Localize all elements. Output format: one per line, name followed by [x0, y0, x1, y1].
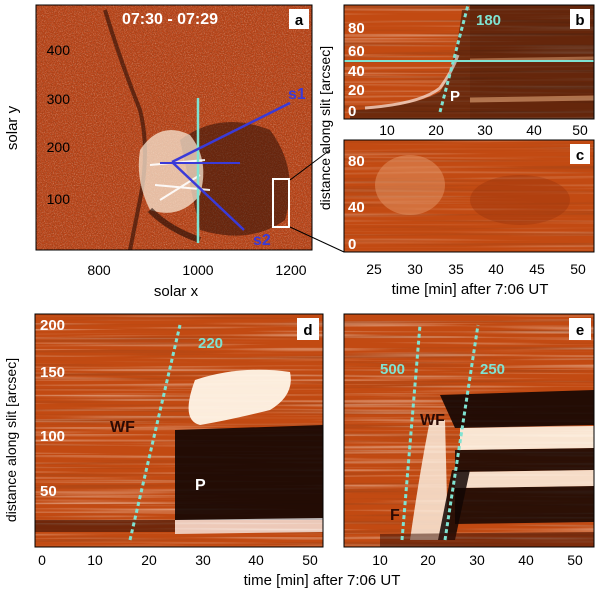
panel-d-ytick: 100: [40, 428, 65, 445]
slit-s1-line: [171, 101, 291, 164]
panel-c-ytick: 80: [348, 153, 365, 170]
panel-e-label-f: F: [390, 507, 400, 524]
panel-c-xticks: 25 30 35 40 45 50: [366, 261, 586, 277]
panel-c-yticks: 0 40 80: [348, 153, 365, 253]
panel-e-xtick: 20: [420, 552, 436, 568]
panel-c-ytick: 40: [348, 199, 365, 216]
panel-d-label-wf: WF: [110, 419, 135, 436]
panel-b-xticks: 10 20 30 40 50: [379, 122, 588, 138]
panel-d-xtick: 20: [141, 552, 157, 568]
panel-c-xtick: 35: [448, 261, 464, 277]
panel-b-ytick: 0: [348, 103, 356, 120]
panel-a-ytick: 400: [47, 42, 71, 58]
panel-d-ytick: 150: [40, 364, 65, 381]
panel-b-letter: b: [575, 12, 584, 29]
panel-b-yticks: 0 20 40 60 80: [348, 20, 365, 120]
panel-b-xtick: 20: [428, 122, 444, 138]
panel-e-xtick: 10: [372, 552, 388, 568]
region-box: [272, 178, 290, 228]
panel-a-ytick: 100: [47, 191, 71, 207]
panel-c-letter: c: [576, 147, 584, 164]
panel-e-xtick: 50: [567, 552, 583, 568]
panel-e-xtick: 30: [469, 552, 485, 568]
panel-d-xtick: 0: [38, 552, 46, 568]
panel-d-speed: 220: [198, 335, 223, 352]
panel-d-xtick: 50: [302, 552, 318, 568]
panel-d-ytick: 200: [40, 317, 65, 334]
bottom-xlabel: time [min] after 7:06 UT: [244, 572, 401, 589]
panel-e-letter: e: [576, 322, 584, 339]
panel-a-xtick: 800: [87, 262, 111, 278]
panel-e-xtick: 40: [518, 552, 534, 568]
slit-s2-line: [171, 161, 245, 231]
panel-b-ytick: 60: [348, 43, 365, 60]
panel-e-speed-right: 250: [480, 361, 505, 378]
top-xlabel: time [min] after 7:06 UT: [392, 281, 549, 298]
panel-a: 07:30 - 07:29 a s1 s2 100 200 300 400 80…: [4, 4, 345, 300]
panel-d-xtick: 40: [248, 552, 264, 568]
panel-e-label-wf: WF: [420, 412, 445, 429]
panel-a-xtick: 1200: [275, 262, 306, 278]
panel-d-yticks: 50 100 150 200: [40, 317, 65, 500]
panel-c-xtick: 25: [366, 261, 382, 277]
panel-a-ytick: 300: [47, 91, 71, 107]
panel-a-yticks: 100 200 300 400: [47, 42, 71, 207]
panel-d-xticks: 0 10 20 30 40 50: [38, 552, 318, 568]
slit-s2-label: s2: [253, 232, 271, 249]
panel-b: 180 P b 0 20 40 60 80 10 20 30 40 50: [343, 4, 595, 138]
panel-d: 220 WF P d 50 100 150 200 0 10 20 30 40 …: [3, 313, 324, 568]
panel-a-xtick: 1000: [182, 262, 213, 278]
panel-b-ytick: 20: [348, 82, 365, 99]
bottom-ylabel: distance along slit [arcsec]: [3, 358, 19, 522]
panel-e: 500 250 WF F e 10 20 30 40 50: [343, 313, 595, 568]
panel-d-xtick: 10: [87, 552, 103, 568]
panel-a-time-range: 07:30 - 07:29: [122, 11, 218, 28]
panel-c-xtick: 40: [488, 261, 504, 277]
right-ylabel: distance along slit [arcsec]: [317, 46, 333, 210]
panel-b-ytick: 40: [348, 63, 365, 80]
panel-d-xtick: 30: [195, 552, 211, 568]
panel-c-xtick: 45: [529, 261, 545, 277]
panel-c-ytick: 0: [348, 236, 356, 253]
panel-a-ytick: 200: [47, 139, 71, 155]
panel-a-image: [36, 5, 312, 250]
panel-d-letter: d: [303, 322, 312, 339]
panel-a-xlabel: solar x: [154, 283, 199, 300]
panel-a-xticks: 800 1000 1200: [87, 262, 306, 278]
panel-c: c 0 40 80 25 30 35 40 45 50 time [min] a…: [317, 46, 595, 298]
panel-d-ytick: 50: [40, 483, 57, 500]
panel-c-xtick: 50: [570, 261, 586, 277]
panel-c-xtick: 30: [407, 261, 423, 277]
panel-b-speed: 180: [476, 12, 501, 29]
panel-e-xticks: 10 20 30 40 50: [372, 552, 583, 568]
panel-e-speed-left: 500: [380, 361, 405, 378]
panel-a-letter: a: [295, 12, 304, 29]
panel-a-ylabel: solar y: [4, 105, 21, 150]
panel-b-ytick: 80: [348, 20, 365, 37]
panel-b-xtick: 10: [379, 122, 395, 138]
panel-b-xtick: 40: [526, 122, 542, 138]
panel-d-label-p: P: [195, 477, 206, 494]
panel-b-marker: P: [450, 88, 460, 105]
panel-b-xtick: 50: [572, 122, 588, 138]
slit-s1-label: s1: [288, 86, 306, 103]
panel-b-xtick: 30: [477, 122, 493, 138]
